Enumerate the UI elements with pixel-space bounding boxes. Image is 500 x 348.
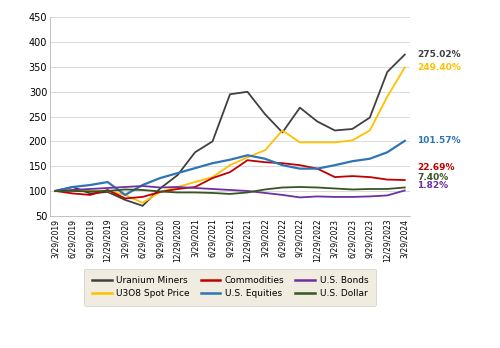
Legend: Uranium Miners, U3O8 Spot Price, Commodities, U.S. Equities, U.S. Bonds, U.S. Do: Uranium Miners, U3O8 Spot Price, Commodi… xyxy=(84,269,376,306)
Text: 275.02%: 275.02% xyxy=(417,50,461,59)
Text: 101.57%: 101.57% xyxy=(417,136,461,145)
Text: 7.40%: 7.40% xyxy=(417,173,448,182)
Text: 1.82%: 1.82% xyxy=(417,181,448,190)
Text: 249.40%: 249.40% xyxy=(417,63,461,72)
Text: 22.69%: 22.69% xyxy=(417,163,455,172)
